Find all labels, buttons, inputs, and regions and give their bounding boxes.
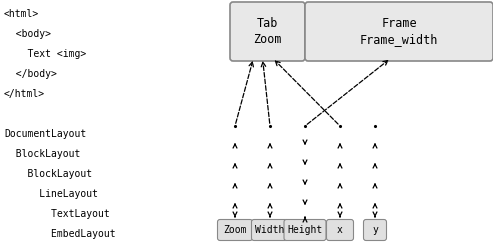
Text: EmbedLayout: EmbedLayout bbox=[4, 229, 116, 239]
Text: Width: Width bbox=[255, 225, 284, 235]
Text: LineLayout: LineLayout bbox=[4, 189, 98, 199]
FancyBboxPatch shape bbox=[363, 220, 387, 241]
Text: </body>: </body> bbox=[4, 69, 57, 79]
Text: </html>: </html> bbox=[4, 89, 45, 99]
FancyBboxPatch shape bbox=[284, 220, 326, 241]
Text: Text <img>: Text <img> bbox=[4, 49, 86, 59]
Text: BlockLayout: BlockLayout bbox=[4, 149, 80, 159]
FancyBboxPatch shape bbox=[251, 220, 288, 241]
Text: Zoom: Zoom bbox=[253, 33, 282, 46]
Text: <body>: <body> bbox=[4, 29, 51, 39]
Text: Frame_width: Frame_width bbox=[360, 33, 438, 46]
Text: DocumentLayout: DocumentLayout bbox=[4, 129, 86, 139]
FancyBboxPatch shape bbox=[230, 2, 305, 61]
Text: TextLayout: TextLayout bbox=[4, 209, 110, 219]
Text: x: x bbox=[337, 225, 343, 235]
Text: <html>: <html> bbox=[4, 9, 39, 19]
FancyBboxPatch shape bbox=[217, 220, 252, 241]
FancyBboxPatch shape bbox=[326, 220, 353, 241]
FancyBboxPatch shape bbox=[305, 2, 493, 61]
Text: Frame: Frame bbox=[381, 17, 417, 30]
Text: Height: Height bbox=[287, 225, 322, 235]
Text: Tab: Tab bbox=[257, 17, 278, 30]
Text: y: y bbox=[372, 225, 378, 235]
Text: BlockLayout: BlockLayout bbox=[4, 169, 92, 179]
Text: Zoom: Zoom bbox=[223, 225, 247, 235]
